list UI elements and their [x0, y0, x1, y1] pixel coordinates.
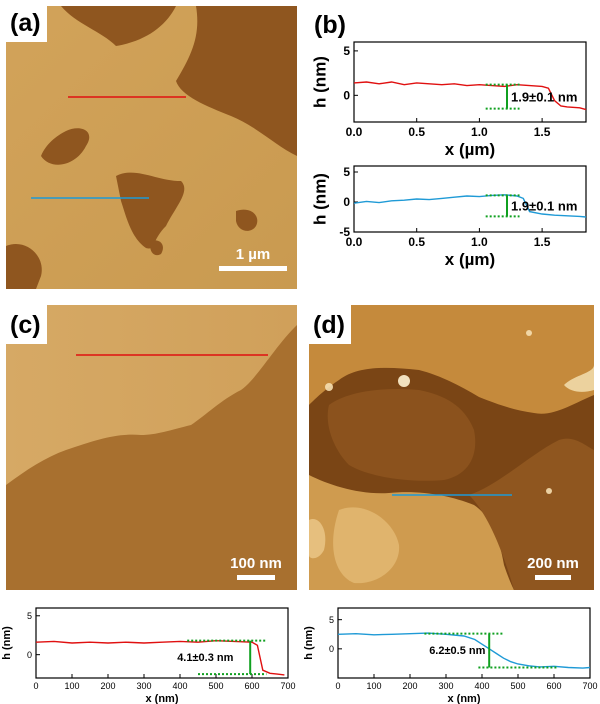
x-tick-label: 0	[335, 681, 340, 691]
x-tick-label: 0.5	[408, 235, 425, 249]
profile-chart-c: 0 100 200 300 400 500 600 700 0 5 x (nm) h (nm) 4.1±…	[1, 607, 296, 704]
afm-topography-d	[309, 305, 594, 590]
x-tick-label: 600	[546, 681, 561, 691]
step-height-label: 4.1±0.3 nm	[177, 652, 233, 664]
step-height-label: 1.9±0.1 nm	[511, 199, 577, 214]
x-axis-label: x (nm)	[146, 693, 179, 704]
x-tick-label: 100	[64, 681, 79, 691]
profile-chart-d: 0 100 200 300 400 500 600 700 0 5 x (nm) h (nm) 6.2±…	[303, 607, 598, 704]
scale-bar-c: 100 nm	[226, 555, 286, 580]
y-axis-label: h (nm)	[1, 626, 13, 660]
plot-frame	[353, 41, 587, 123]
x-tick-label: 500	[510, 681, 525, 691]
x-tick-label: 300	[136, 681, 151, 691]
x-tick-label: 0.0	[346, 125, 363, 139]
x-tick-label: 700	[280, 681, 295, 691]
plot-frame	[35, 607, 289, 679]
panel-label-d: (d)	[309, 305, 351, 344]
profile-chart-b-top: 0.0 0.5 1.0 1.5 0 5 x (µm) h (nm) 1.9±0.1 nm	[310, 41, 587, 159]
profile-series-line	[353, 81, 587, 111]
afm-image-c: (c) 100 nm	[6, 305, 297, 590]
plot-frame	[337, 607, 591, 679]
afm-topography-a	[6, 6, 297, 289]
x-tick-label: 500	[208, 681, 223, 691]
step-height-label: 1.9±0.1 nm	[511, 89, 577, 104]
x-tick-label: 0.5	[408, 125, 425, 139]
x-axis-label: x (µm)	[445, 140, 495, 159]
y-tick-label: 0	[343, 195, 350, 209]
x-tick-label: 400	[172, 681, 187, 691]
profile-series-line	[353, 194, 587, 218]
plot-frame	[353, 165, 587, 233]
x-axis-label: x (µm)	[445, 250, 495, 269]
y-axis-label: h (nm)	[303, 626, 315, 660]
y-tick-label: 5	[27, 611, 32, 621]
scale-bar-d: 200 nm	[523, 555, 583, 580]
step-height-label: 6.2±0.5 nm	[429, 645, 485, 657]
y-tick-label: 0	[329, 644, 334, 654]
x-tick-label: 100	[366, 681, 381, 691]
panel-label-c: (c)	[6, 305, 47, 344]
x-tick-label: 1.5	[534, 125, 551, 139]
scale-bar-label-c: 100 nm	[230, 555, 282, 572]
y-tick-label: -5	[339, 225, 350, 239]
x-tick-label: 200	[100, 681, 115, 691]
panel-label-a: (a)	[6, 6, 47, 42]
profile-series-line	[35, 639, 285, 676]
y-axis-label: h (nm)	[310, 173, 329, 225]
afm-image-d: (d) 200 nm	[309, 305, 594, 590]
x-tick-label: 200	[402, 681, 417, 691]
afm-image-a: (a) 1 µm	[6, 6, 297, 289]
x-tick-label: 0.0	[346, 235, 363, 249]
y-tick-label: 5	[343, 165, 350, 179]
y-tick-label: 5	[329, 615, 334, 625]
profile-chart-b-bottom: 0.0 0.5 1.0 1.5 -5 0 5 x (µm) h (nm) 1.9±0.1 nm	[310, 165, 587, 269]
y-tick-label: 0	[27, 650, 32, 660]
x-tick-label: 400	[474, 681, 489, 691]
y-tick-label: 0	[343, 89, 350, 103]
x-axis-label: x (nm)	[448, 693, 481, 704]
x-tick-label: 1.5	[534, 235, 551, 249]
x-tick-label: 1.0	[471, 125, 488, 139]
y-axis-label: h (nm)	[310, 56, 329, 108]
y-tick-label: 5	[343, 44, 350, 58]
panel-label-b: (b)	[310, 8, 352, 44]
x-tick-label: 600	[244, 681, 259, 691]
x-tick-label: 0	[33, 681, 38, 691]
scale-bar-a: 1 µm	[218, 246, 288, 271]
x-tick-label: 700	[582, 681, 597, 691]
afm-topography-c	[6, 305, 297, 590]
x-tick-label: 300	[438, 681, 453, 691]
panel-b: (b)	[300, 4, 600, 290]
scale-bar-label-a: 1 µm	[235, 246, 271, 263]
x-tick-label: 1.0	[471, 235, 488, 249]
scale-bar-label-d: 200 nm	[527, 555, 579, 572]
